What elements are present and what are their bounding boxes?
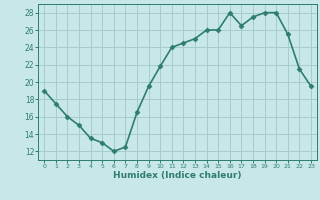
X-axis label: Humidex (Indice chaleur): Humidex (Indice chaleur) (113, 171, 242, 180)
